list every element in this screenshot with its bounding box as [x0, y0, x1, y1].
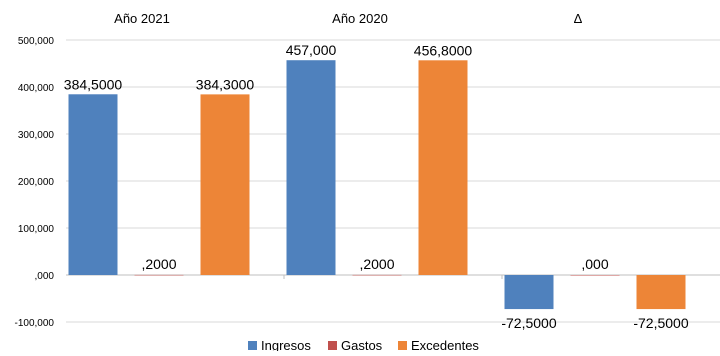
y-tick-label: 200,000 — [18, 177, 55, 188]
bar-ingresos — [504, 275, 554, 310]
legend-swatch — [328, 341, 337, 350]
bar-excedentes — [636, 275, 686, 310]
y-tick-label: -100,000 — [15, 318, 55, 329]
y-axis-ticks: -100,000 ,000 100,000 200,000 300,000 400,000… — [15, 36, 55, 329]
bar-excedentes — [418, 60, 468, 275]
data-label: 384,3000 — [196, 76, 255, 92]
bar-gastos — [134, 274, 184, 276]
legend-swatch — [398, 341, 407, 350]
data-label: 457,000 — [286, 42, 337, 58]
bars — [68, 60, 686, 310]
bar-ingresos — [68, 94, 118, 275]
data-label: 384,5000 — [64, 76, 123, 92]
y-tick-label: 300,000 — [18, 130, 55, 141]
bar-ingresos — [286, 60, 336, 276]
category-label: Año 2020 — [332, 11, 388, 26]
y-tick-label: 400,000 — [18, 83, 55, 94]
data-label: ,2000 — [141, 256, 176, 272]
data-labels: 384,5000 457,000 -72,5000 ,2000 ,2000 ,000 384… — [64, 42, 689, 331]
legend-swatch — [248, 341, 257, 350]
legend-label: Ingresos — [261, 338, 311, 351]
category-labels: Año 2021 Año 2020 Δ — [114, 11, 583, 279]
data-label: -72,5000 — [633, 315, 688, 331]
bar-excedentes — [200, 94, 250, 275]
y-tick-label: ,000 — [35, 271, 55, 282]
category-label: Δ — [574, 11, 583, 26]
data-label: ,000 — [581, 256, 608, 272]
bar-gastos — [352, 274, 402, 276]
data-label: 456,8000 — [414, 42, 473, 58]
category-label: Año 2021 — [114, 11, 170, 26]
gridlines — [66, 39, 720, 323]
legend-label: Gastos — [341, 338, 383, 351]
legend-label: Excedentes — [411, 338, 479, 351]
bar-gastos — [570, 275, 620, 276]
data-label: -72,5000 — [501, 315, 556, 331]
y-tick-label: 500,000 — [18, 36, 55, 47]
data-label: ,2000 — [359, 256, 394, 272]
legend: Ingresos Gastos Excedentes — [248, 338, 479, 353]
y-tick-label: 100,000 — [18, 224, 55, 235]
